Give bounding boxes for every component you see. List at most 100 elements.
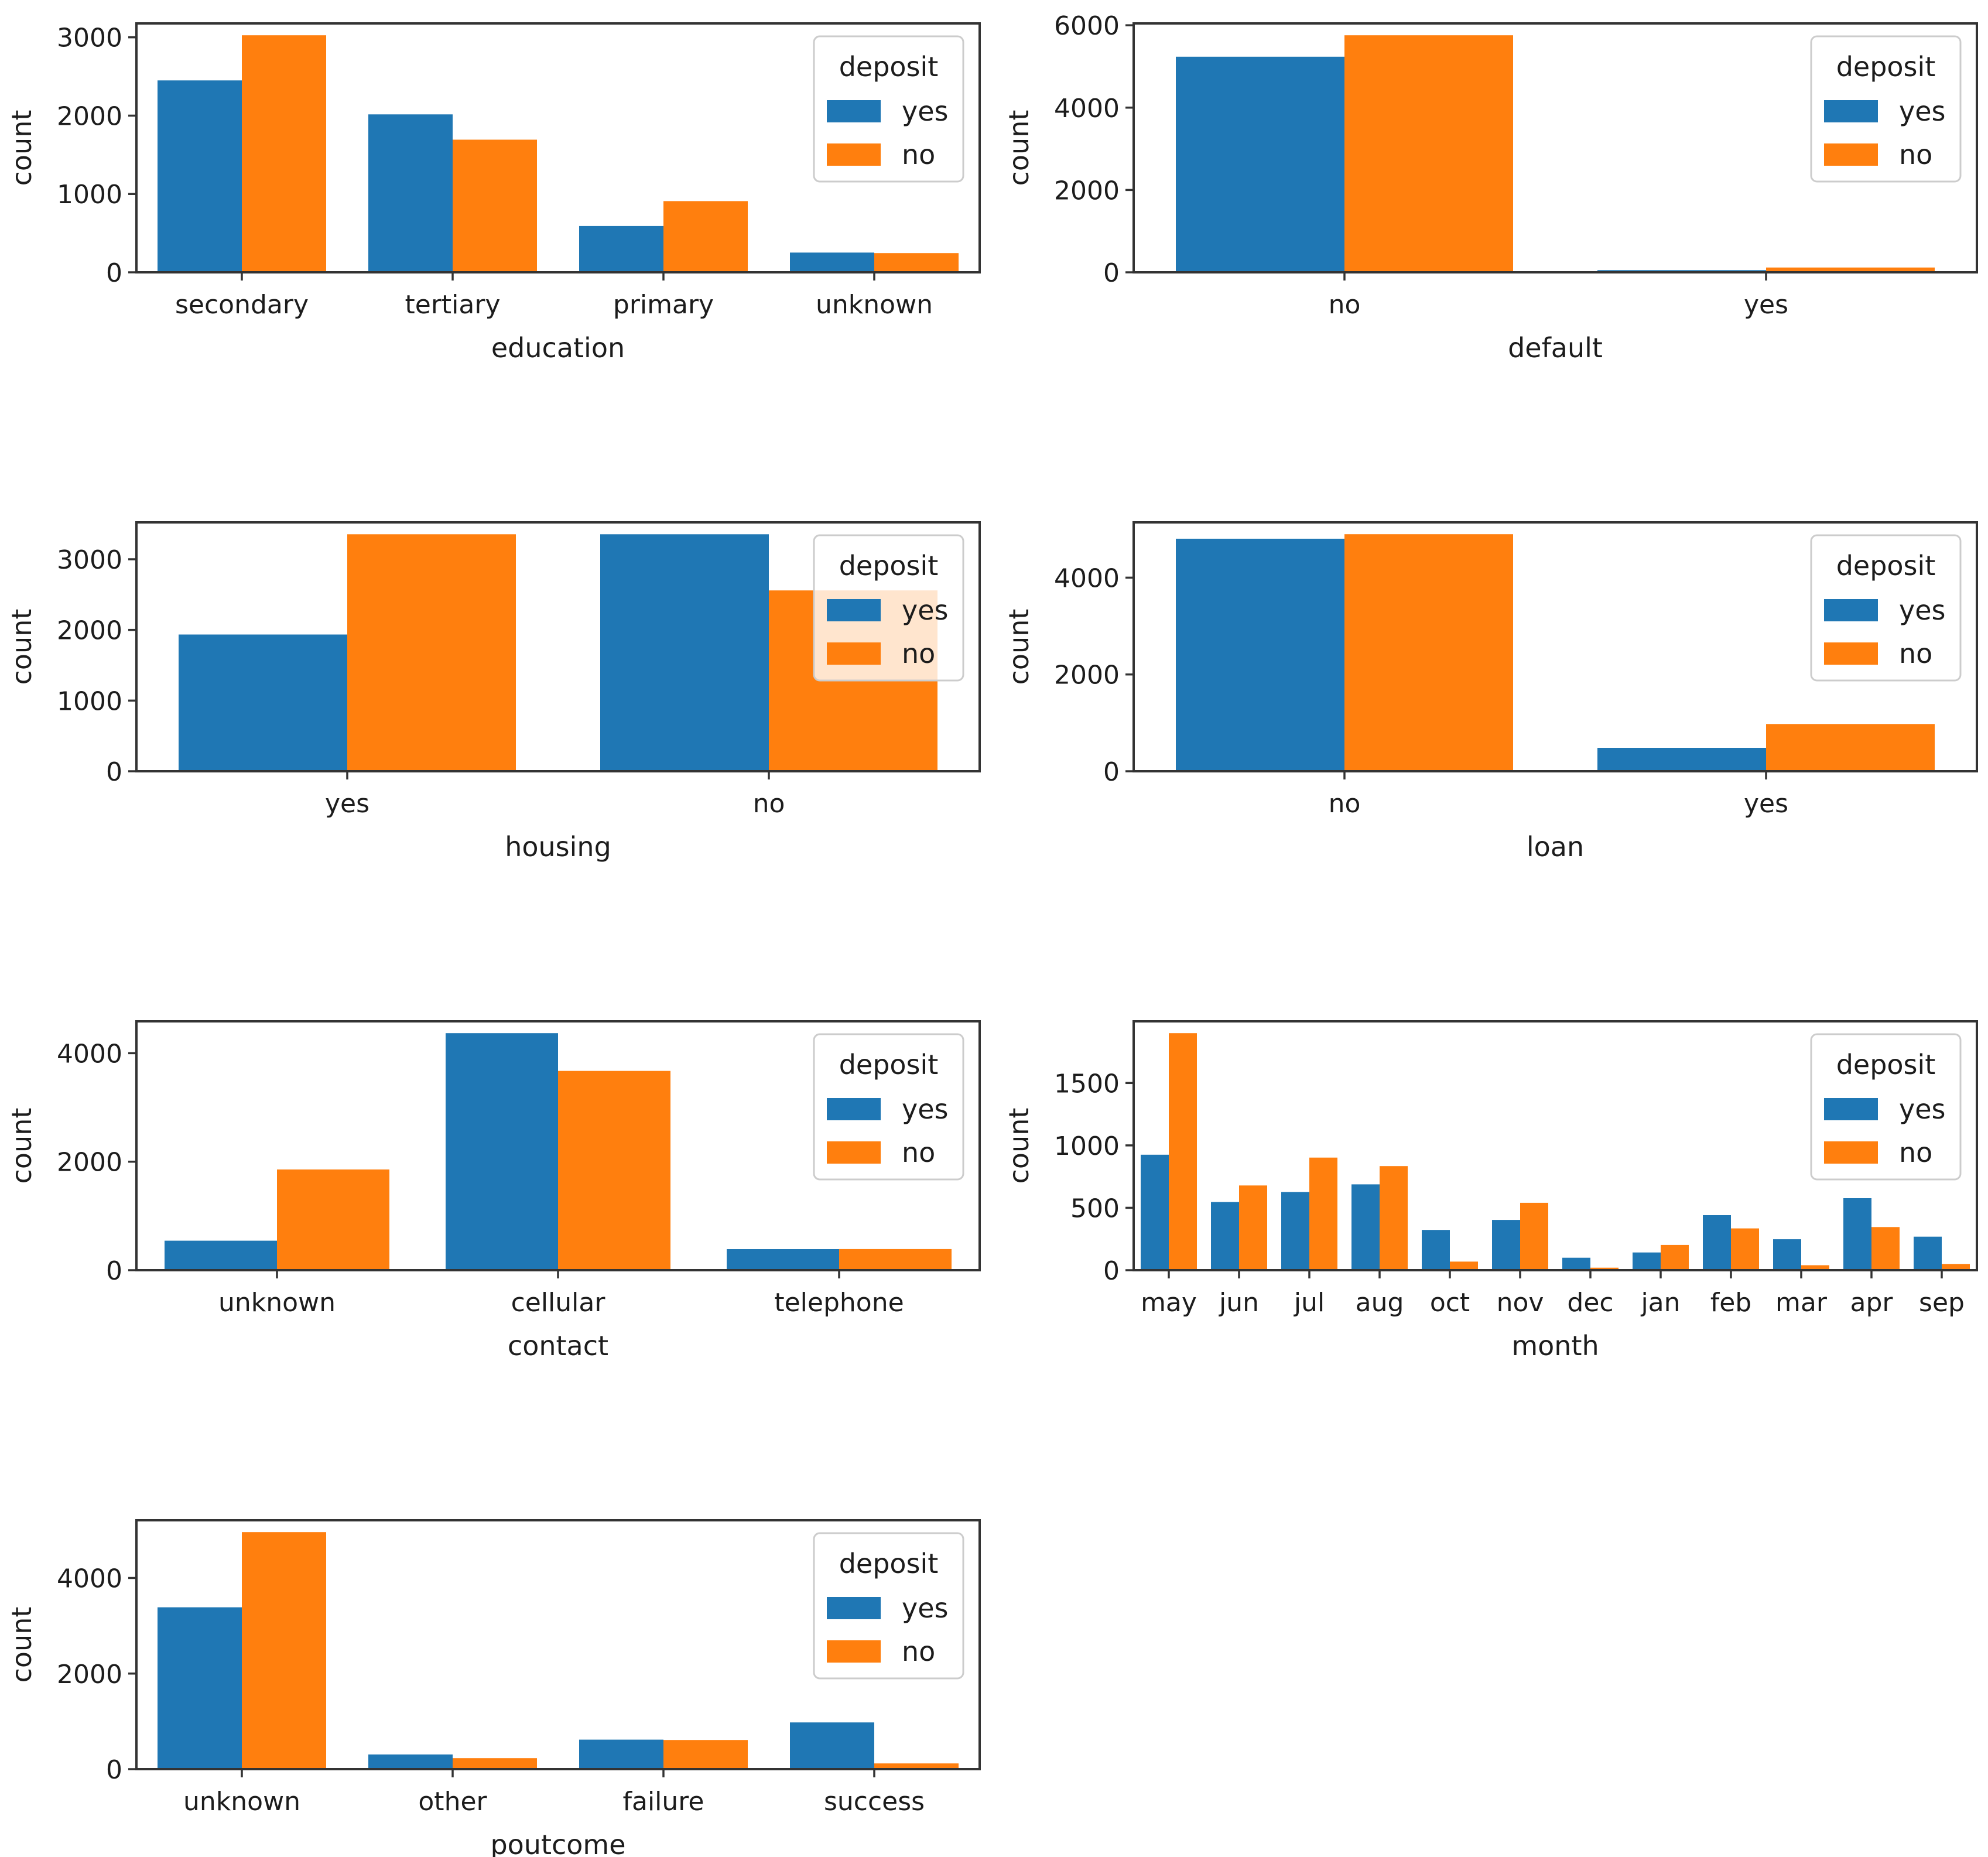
subplot-education: 0 1000 2000 3000 secondary tertiary primary unk… [6, 22, 981, 364]
bar-unknown-yes [158, 1607, 242, 1769]
legend: deposit yes no [1810, 35, 1962, 183]
y-tick-label: 4000 [1054, 94, 1120, 124]
bar-unknown-no [277, 1169, 389, 1270]
legend: deposit yes no [813, 1532, 964, 1680]
x-axis-label-loan: loan [1527, 831, 1584, 863]
bar-primary-no [663, 201, 748, 272]
subplot-default: 0 2000 4000 6000 no yes default count deposit yes… [1003, 11, 1978, 364]
x-tick-label-no: no [753, 789, 785, 819]
x-tick-label-secondary: secondary [175, 290, 309, 320]
x-tick-label-dec: dec [1567, 1288, 1613, 1318]
bar-jul-yes [1281, 1192, 1309, 1270]
y-tick-label: 0 [1103, 258, 1120, 288]
bar-oct-yes [1422, 1230, 1450, 1270]
legend-swatch-no [827, 1640, 881, 1663]
legend-label-no: no [902, 139, 935, 170]
bar-telephone-yes [727, 1249, 839, 1270]
bar-yes-yes [1597, 748, 1766, 771]
x-axis-label-month: month [1511, 1330, 1599, 1362]
x-tick-label-jul: jul [1294, 1288, 1325, 1318]
bar-nov-no [1520, 1202, 1548, 1270]
x-tick-label-tertiary: tertiary [405, 290, 501, 320]
bar-failure-no [663, 1740, 748, 1769]
x-tick-label-cellular: cellular [511, 1288, 606, 1318]
y-tick-label: 1000 [57, 180, 122, 210]
legend-label-no: no [1899, 638, 1932, 669]
y-tick-label: 0 [106, 1256, 122, 1286]
bar-apr-no [1871, 1227, 1900, 1270]
x-axis-label-contact: contact [508, 1330, 608, 1362]
x-tick-label-primary: primary [613, 290, 714, 320]
axes-frame [1132, 521, 1978, 772]
legend-swatch-no [1824, 1141, 1878, 1164]
y-tick-label: 0 [106, 258, 122, 288]
legend-label-no: no [1899, 1137, 1932, 1168]
legend-swatch-yes [1824, 599, 1878, 621]
legend-swatch-yes [827, 1597, 881, 1619]
x-tick-label-oct: oct [1430, 1288, 1470, 1318]
y-tick-label: 1500 [1054, 1069, 1120, 1099]
axes-frame [1132, 22, 1978, 273]
axes-frame [135, 521, 981, 772]
y-tick-label: 3000 [57, 545, 122, 575]
subplot-contact: 0 2000 4000 unknown cellular telephone contact… [6, 1020, 981, 1362]
legend-label-yes: yes [902, 95, 949, 127]
legend-label-yes: yes [1899, 95, 1946, 127]
legend-title: deposit [1836, 51, 1936, 83]
y-tick-label: 0 [1103, 757, 1120, 787]
legend-swatch-yes [1824, 100, 1878, 122]
x-tick-label-jun: jun [1219, 1288, 1259, 1318]
bar-secondary-yes [158, 80, 242, 273]
y-tick-label: 500 [1070, 1193, 1120, 1223]
legend-swatch-yes [1824, 1098, 1878, 1120]
y-tick-label: 1000 [57, 686, 122, 716]
x-tick-label-mar: mar [1775, 1288, 1828, 1318]
y-tick-label: 6000 [1054, 11, 1120, 41]
x-tick-label-jan: jan [1640, 1288, 1680, 1318]
x-tick-label-sep: sep [1919, 1288, 1965, 1318]
subplot-loan: 0 2000 4000 no yes loan count deposit yes no [1003, 521, 1978, 863]
bar-apr-yes [1843, 1198, 1871, 1270]
bar-feb-yes [1703, 1215, 1731, 1270]
bar-jul-no [1309, 1157, 1337, 1270]
legend: deposit yes no [813, 1033, 964, 1181]
bar-other-no [453, 1758, 537, 1769]
y-axis-label-count: count [6, 1108, 37, 1184]
legend: deposit yes no [813, 534, 964, 682]
bar-telephone-no [839, 1249, 952, 1270]
x-tick-label-yes: yes [1744, 290, 1788, 320]
y-tick-label: 0 [106, 1755, 122, 1785]
legend-label-no: no [902, 1636, 935, 1667]
y-tick-label: 4000 [57, 1564, 122, 1594]
x-tick-label-no: no [1329, 290, 1361, 320]
bar-sep-no [1942, 1264, 1970, 1270]
bar-secondary-no [242, 35, 326, 272]
axes-frame [135, 22, 981, 273]
legend-swatch-no [1824, 143, 1878, 166]
y-tick-label: 4000 [57, 1039, 122, 1069]
x-axis-label-housing: housing [505, 831, 611, 863]
legend-label-yes: yes [902, 1592, 949, 1624]
bar-other-yes [368, 1754, 453, 1769]
y-tick-label: 2000 [1054, 176, 1120, 206]
bar-aug-no [1380, 1166, 1408, 1270]
legend-swatch-yes [827, 1098, 881, 1120]
legend-title: deposit [839, 51, 939, 83]
bar-nov-yes [1492, 1220, 1520, 1270]
legend: deposit yes no [1810, 534, 1962, 682]
x-tick-label-other: other [418, 1787, 487, 1817]
bar-unknown-no [242, 1532, 326, 1769]
subplot-poutcome: 0 2000 4000 unknown other failure success poutc… [6, 1519, 981, 1857]
bar-jan-no [1661, 1244, 1689, 1270]
bar-oct-no [1450, 1261, 1478, 1270]
x-tick-label-unknown: unknown [183, 1787, 300, 1817]
bar-yes-yes [179, 634, 347, 771]
bar-tertiary-yes [368, 114, 453, 273]
legend-swatch-no [827, 1141, 881, 1164]
legend-label-yes: yes [1899, 594, 1946, 626]
legend-label-yes: yes [902, 594, 949, 626]
legend-label-yes: yes [1899, 1093, 1946, 1125]
